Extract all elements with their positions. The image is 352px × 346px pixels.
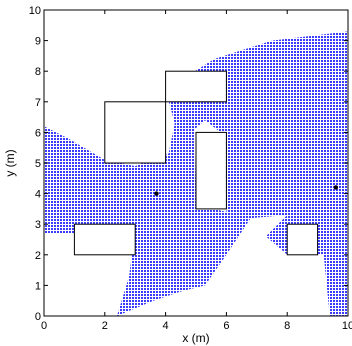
y-tick-label: 4 [35, 189, 41, 201]
x-tick-label: 0 [41, 320, 47, 332]
x-tick-label: 2 [102, 320, 108, 332]
obstacle-rect [104, 101, 167, 164]
y-tick-label: 8 [35, 66, 41, 78]
y-tick-label: 5 [35, 158, 41, 170]
x-tick-label: 10 [342, 320, 352, 332]
data-point [154, 191, 159, 196]
y-tick-label: 1 [35, 280, 41, 292]
points [154, 185, 339, 196]
x-axis-ticks: 0 2 4 6 8 10 [41, 10, 352, 332]
obstacle-rect [73, 223, 136, 256]
y-tick-label: 6 [35, 127, 41, 139]
x-tick-label: 4 [163, 320, 169, 332]
y-tick-label: 10 [29, 5, 41, 17]
obstacles [73, 70, 319, 256]
free-space-area [44, 31, 348, 316]
data-point [333, 185, 339, 190]
x-tick-label: 6 [223, 320, 229, 332]
y-tick-label: 2 [35, 250, 41, 262]
y-tick-label: 9 [35, 36, 41, 48]
obstacle-rect [195, 131, 227, 210]
obstacle-rect [165, 70, 227, 103]
x-axis-label: x (m) [182, 331, 209, 345]
y-axis-ticks: 0 1 2 3 4 5 6 7 8 9 10 [29, 5, 348, 323]
free-space-region [44, 31, 348, 316]
y-axis-label: y (m) [3, 149, 17, 176]
x-tick-label: 8 [284, 320, 290, 332]
y-tick-label: 3 [35, 219, 41, 231]
obstacle-rect [286, 223, 319, 256]
y-tick-label: 7 [35, 97, 41, 109]
y-tick-label: 0 [35, 311, 41, 323]
